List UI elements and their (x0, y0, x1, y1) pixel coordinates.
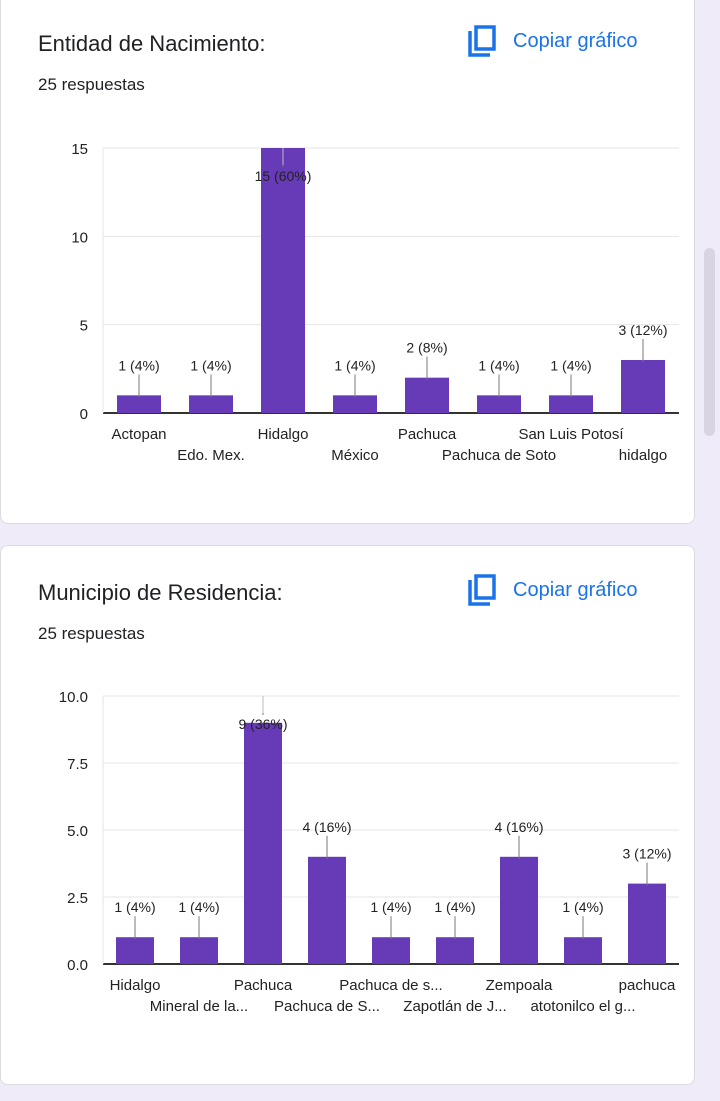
bar-chart: 0 5 10 15 1 (4%) Actopan 1 (4%) Edo. Mex. 15 (60… (71, 141, 679, 464)
y-tick-label: 15 (71, 141, 88, 158)
bar (244, 722, 282, 964)
card-title: Entidad de Nacimiento: (38, 31, 266, 56)
card-title: Municipio de Residencia: (38, 580, 283, 605)
data-label: 1 (4%) (190, 357, 231, 373)
chart-card-entidad: Entidad de Nacimiento: 25 respuestas Cop… (0, 0, 695, 524)
bar (189, 395, 233, 413)
data-label: 4 (16%) (302, 819, 351, 835)
copy-chart-button[interactable]: Copiar gráfico (467, 25, 638, 57)
x-tick-label: Pachuca de s... (339, 977, 442, 994)
data-label: 1 (4%) (178, 899, 219, 915)
y-tick-label: 2.5 (67, 890, 88, 907)
x-tick-label: San Luis Potosí (518, 426, 624, 443)
x-tick-label: Pachuca de Soto (442, 447, 556, 464)
bar (628, 883, 666, 964)
y-tick-label: 10.0 (59, 689, 88, 706)
copy-chart-label: Copiar gráfico (513, 29, 638, 52)
data-label: 3 (12%) (618, 322, 667, 338)
bar (116, 937, 154, 964)
bar (261, 148, 305, 413)
bar (308, 856, 346, 964)
bar (333, 395, 377, 413)
x-tick-label: Pachuca de S... (274, 998, 380, 1015)
x-tick-label: Zapotlán de J... (403, 998, 506, 1015)
response-count: 25 respuestas (38, 624, 145, 643)
bar (564, 937, 602, 964)
x-tick-label: hidalgo (619, 447, 667, 464)
y-tick-label: 10 (71, 229, 88, 246)
x-tick-label: Hidalgo (110, 977, 161, 994)
x-tick-label: pachuca (619, 977, 676, 994)
data-label: 1 (4%) (118, 357, 159, 373)
scrollbar[interactable] (704, 248, 715, 436)
bar (180, 937, 218, 964)
data-label: 9 (36%) (238, 716, 287, 732)
y-tick-label: 7.5 (67, 756, 88, 773)
bar (117, 395, 161, 413)
x-tick-label: Hidalgo (258, 426, 309, 443)
x-tick-label: Actopan (111, 426, 166, 443)
data-label: 15 (60%) (255, 168, 312, 184)
data-label: 1 (4%) (434, 899, 475, 915)
bar-chart: 0.0 2.5 5.0 7.5 10.0 1 (4%) Hidalgo 1 (4%) Miner… (59, 689, 679, 1015)
y-tick-label: 5 (80, 318, 88, 335)
x-tick-label: atotonilco el g... (530, 998, 635, 1015)
x-tick-label: Pachuca (398, 426, 457, 443)
x-tick-label: México (331, 447, 379, 464)
response-count: 25 respuestas (38, 75, 145, 94)
copy-icon (468, 574, 496, 606)
data-label: 1 (4%) (370, 899, 411, 915)
data-label: 2 (8%) (406, 340, 447, 356)
bar (549, 395, 593, 413)
data-label: 1 (4%) (550, 357, 591, 373)
copy-chart-button[interactable]: Copiar gráfico (467, 574, 638, 606)
copy-icon (468, 25, 496, 57)
data-label: 1 (4%) (562, 899, 603, 915)
chart-card-municipio: Municipio de Residencia: 25 respuestas C… (0, 545, 695, 1085)
y-tick-label: 0 (80, 406, 88, 423)
data-label: 1 (4%) (334, 357, 375, 373)
data-label: 1 (4%) (478, 357, 519, 373)
data-label: 4 (16%) (494, 819, 543, 835)
data-label: 3 (12%) (622, 846, 671, 862)
x-tick-label: Edo. Mex. (177, 447, 245, 464)
data-label: 1 (4%) (114, 899, 155, 915)
x-tick-label: Mineral de la... (150, 998, 248, 1015)
bar (500, 856, 538, 964)
y-tick-label: 5.0 (67, 823, 88, 840)
bar (372, 937, 410, 964)
bar (477, 395, 521, 413)
bar (405, 377, 449, 413)
copy-chart-label: Copiar gráfico (513, 578, 638, 601)
bar (621, 360, 665, 413)
x-tick-label: Zempoala (486, 977, 553, 994)
bar (436, 937, 474, 964)
y-tick-label: 0.0 (67, 957, 88, 974)
x-tick-label: Pachuca (234, 977, 293, 994)
